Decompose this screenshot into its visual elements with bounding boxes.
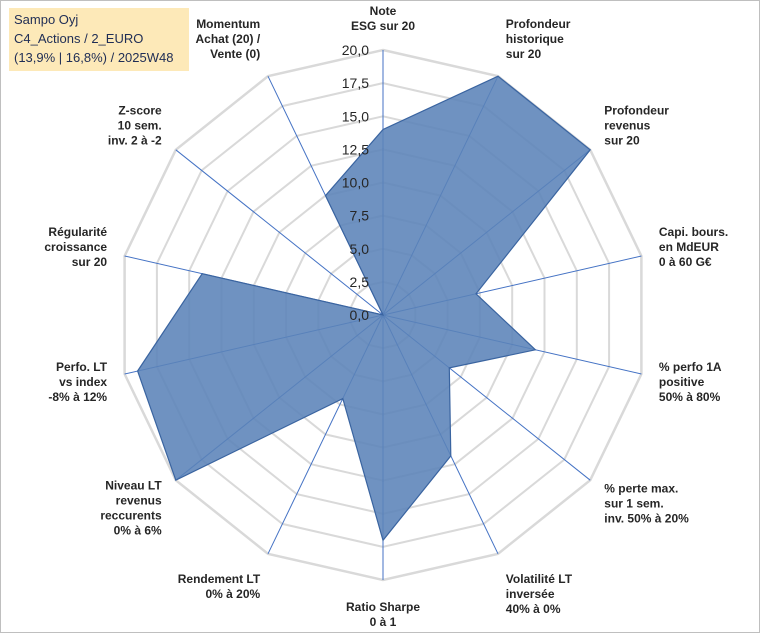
axis-label-line: Capi. bours.	[659, 225, 728, 239]
axis-label-line: Niveau LT	[105, 478, 162, 492]
axis-label-line: Achat (20) /	[196, 32, 261, 46]
axis-label-line: sur 20	[72, 255, 108, 269]
axis-label: Volatilité LT inversée 40% à 0%	[506, 572, 573, 616]
axis-label-line: inversée	[506, 587, 555, 601]
axis-label-line: Note	[370, 4, 397, 18]
axis-label-line: inv. 50% à 20%	[604, 512, 689, 526]
axis-label-line: en MdEUR	[659, 240, 719, 254]
axis-label: % perte max. sur 1 sem. inv. 50% à 20%	[604, 482, 689, 526]
axis-label: Ratio Sharpe 0 à 1	[346, 600, 420, 629]
tick-label: 0,0	[350, 307, 370, 323]
axis-label-line: Profondeur	[604, 103, 669, 117]
axis-label-line: Vente (0)	[210, 47, 260, 61]
axis-label-line: Z-score	[118, 103, 162, 117]
axis-label: Note ESG sur 20	[351, 4, 415, 33]
axis-label-line: revenus	[116, 493, 162, 507]
tick-label: 17,5	[342, 75, 369, 91]
axis-label-line: Momentum	[196, 17, 260, 31]
axis-label-line: Rendement LT	[178, 572, 261, 586]
company-name: Sampo Oyj	[14, 12, 79, 27]
axis-label-line: ESG sur 20	[351, 19, 415, 33]
axis-label-line: inv. 2 à -2	[108, 133, 162, 147]
tick-label: 5,0	[350, 241, 370, 257]
axis-label: Momentum Achat (20) / Vente (0)	[196, 17, 261, 61]
axis-label-line: % perfo 1A	[659, 360, 722, 374]
portfolio-category: C4_Actions / 2_EURO	[14, 31, 144, 46]
axis-label-line: Volatilité LT	[506, 572, 573, 586]
axis-label-line: reccurents	[100, 508, 162, 522]
tick-label: 15,0	[342, 108, 369, 124]
axis-label: Régularité croissance sur 20	[44, 225, 107, 269]
tick-label: 10,0	[342, 175, 369, 191]
axis-label-line: -8% à 12%	[48, 390, 107, 404]
axis-label-line: 0 à 1	[370, 615, 397, 629]
axis-label: Profondeur revenus sur 20	[604, 103, 669, 147]
axis-label-line: 10 sem.	[118, 118, 162, 132]
performance-week: (13,9% | 16,8%) / 2025W48	[14, 50, 174, 65]
tick-label: 2,5	[350, 274, 370, 290]
axis-labels: Note ESG sur 20 Profondeur historique sur 20…	[44, 4, 728, 629]
axis-label: % perfo 1A positive 50% à 80%	[659, 360, 722, 404]
axis-label-line: historique	[506, 32, 564, 46]
axis-label-line: sur 20	[506, 47, 542, 61]
axis-label-line: 0 à 60 G€	[659, 255, 712, 269]
axis-label: Niveau LT revenus reccurents 0% à 6%	[100, 478, 162, 537]
radial-tick-labels: 0,0 2,5 5,0 7,5 10,0 12,5 15,0 17,5 20,0	[342, 42, 369, 323]
axis-label-line: croissance	[44, 240, 107, 254]
tick-label: 20,0	[342, 42, 369, 58]
axis-label-line: Ratio Sharpe	[346, 600, 420, 614]
axis-label-line: 50% à 80%	[659, 390, 721, 404]
axis-label-line: 0% à 20%	[205, 587, 260, 601]
axis-label-line: sur 20	[604, 133, 640, 147]
axis-label-line: vs index	[59, 375, 107, 389]
axis-label-line: Perfo. LT	[56, 360, 108, 374]
tick-label: 7,5	[350, 208, 370, 224]
axis-label-line: 40% à 0%	[506, 602, 561, 616]
axis-label-line: % perte max.	[604, 482, 678, 496]
axis-label: Rendement LT 0% à 20%	[178, 572, 261, 601]
axis-label-line: Régularité	[48, 225, 107, 239]
axis-label: Capi. bours. en MdEUR 0 à 60 G€	[659, 225, 728, 269]
axis-label: Z-score 10 sem. inv. 2 à -2	[108, 103, 162, 147]
axis-label-line: Profondeur	[506, 17, 571, 31]
axis-label-line: 0% à 6%	[114, 523, 162, 537]
series-points	[137, 76, 591, 541]
axis-label: Perfo. LT vs index -8% à 12%	[48, 360, 107, 404]
axis-spoke	[175, 149, 384, 316]
info-box: Sampo Oyj C4_Actions / 2_EURO (13,9% | 1…	[9, 8, 189, 71]
axis-label-line: positive	[659, 375, 705, 389]
axis-label-line: revenus	[604, 118, 650, 132]
axis-label: Profondeur historique sur 20	[506, 17, 571, 61]
axis-label-line: sur 1 sem.	[604, 497, 663, 511]
tick-label: 12,5	[342, 141, 369, 157]
